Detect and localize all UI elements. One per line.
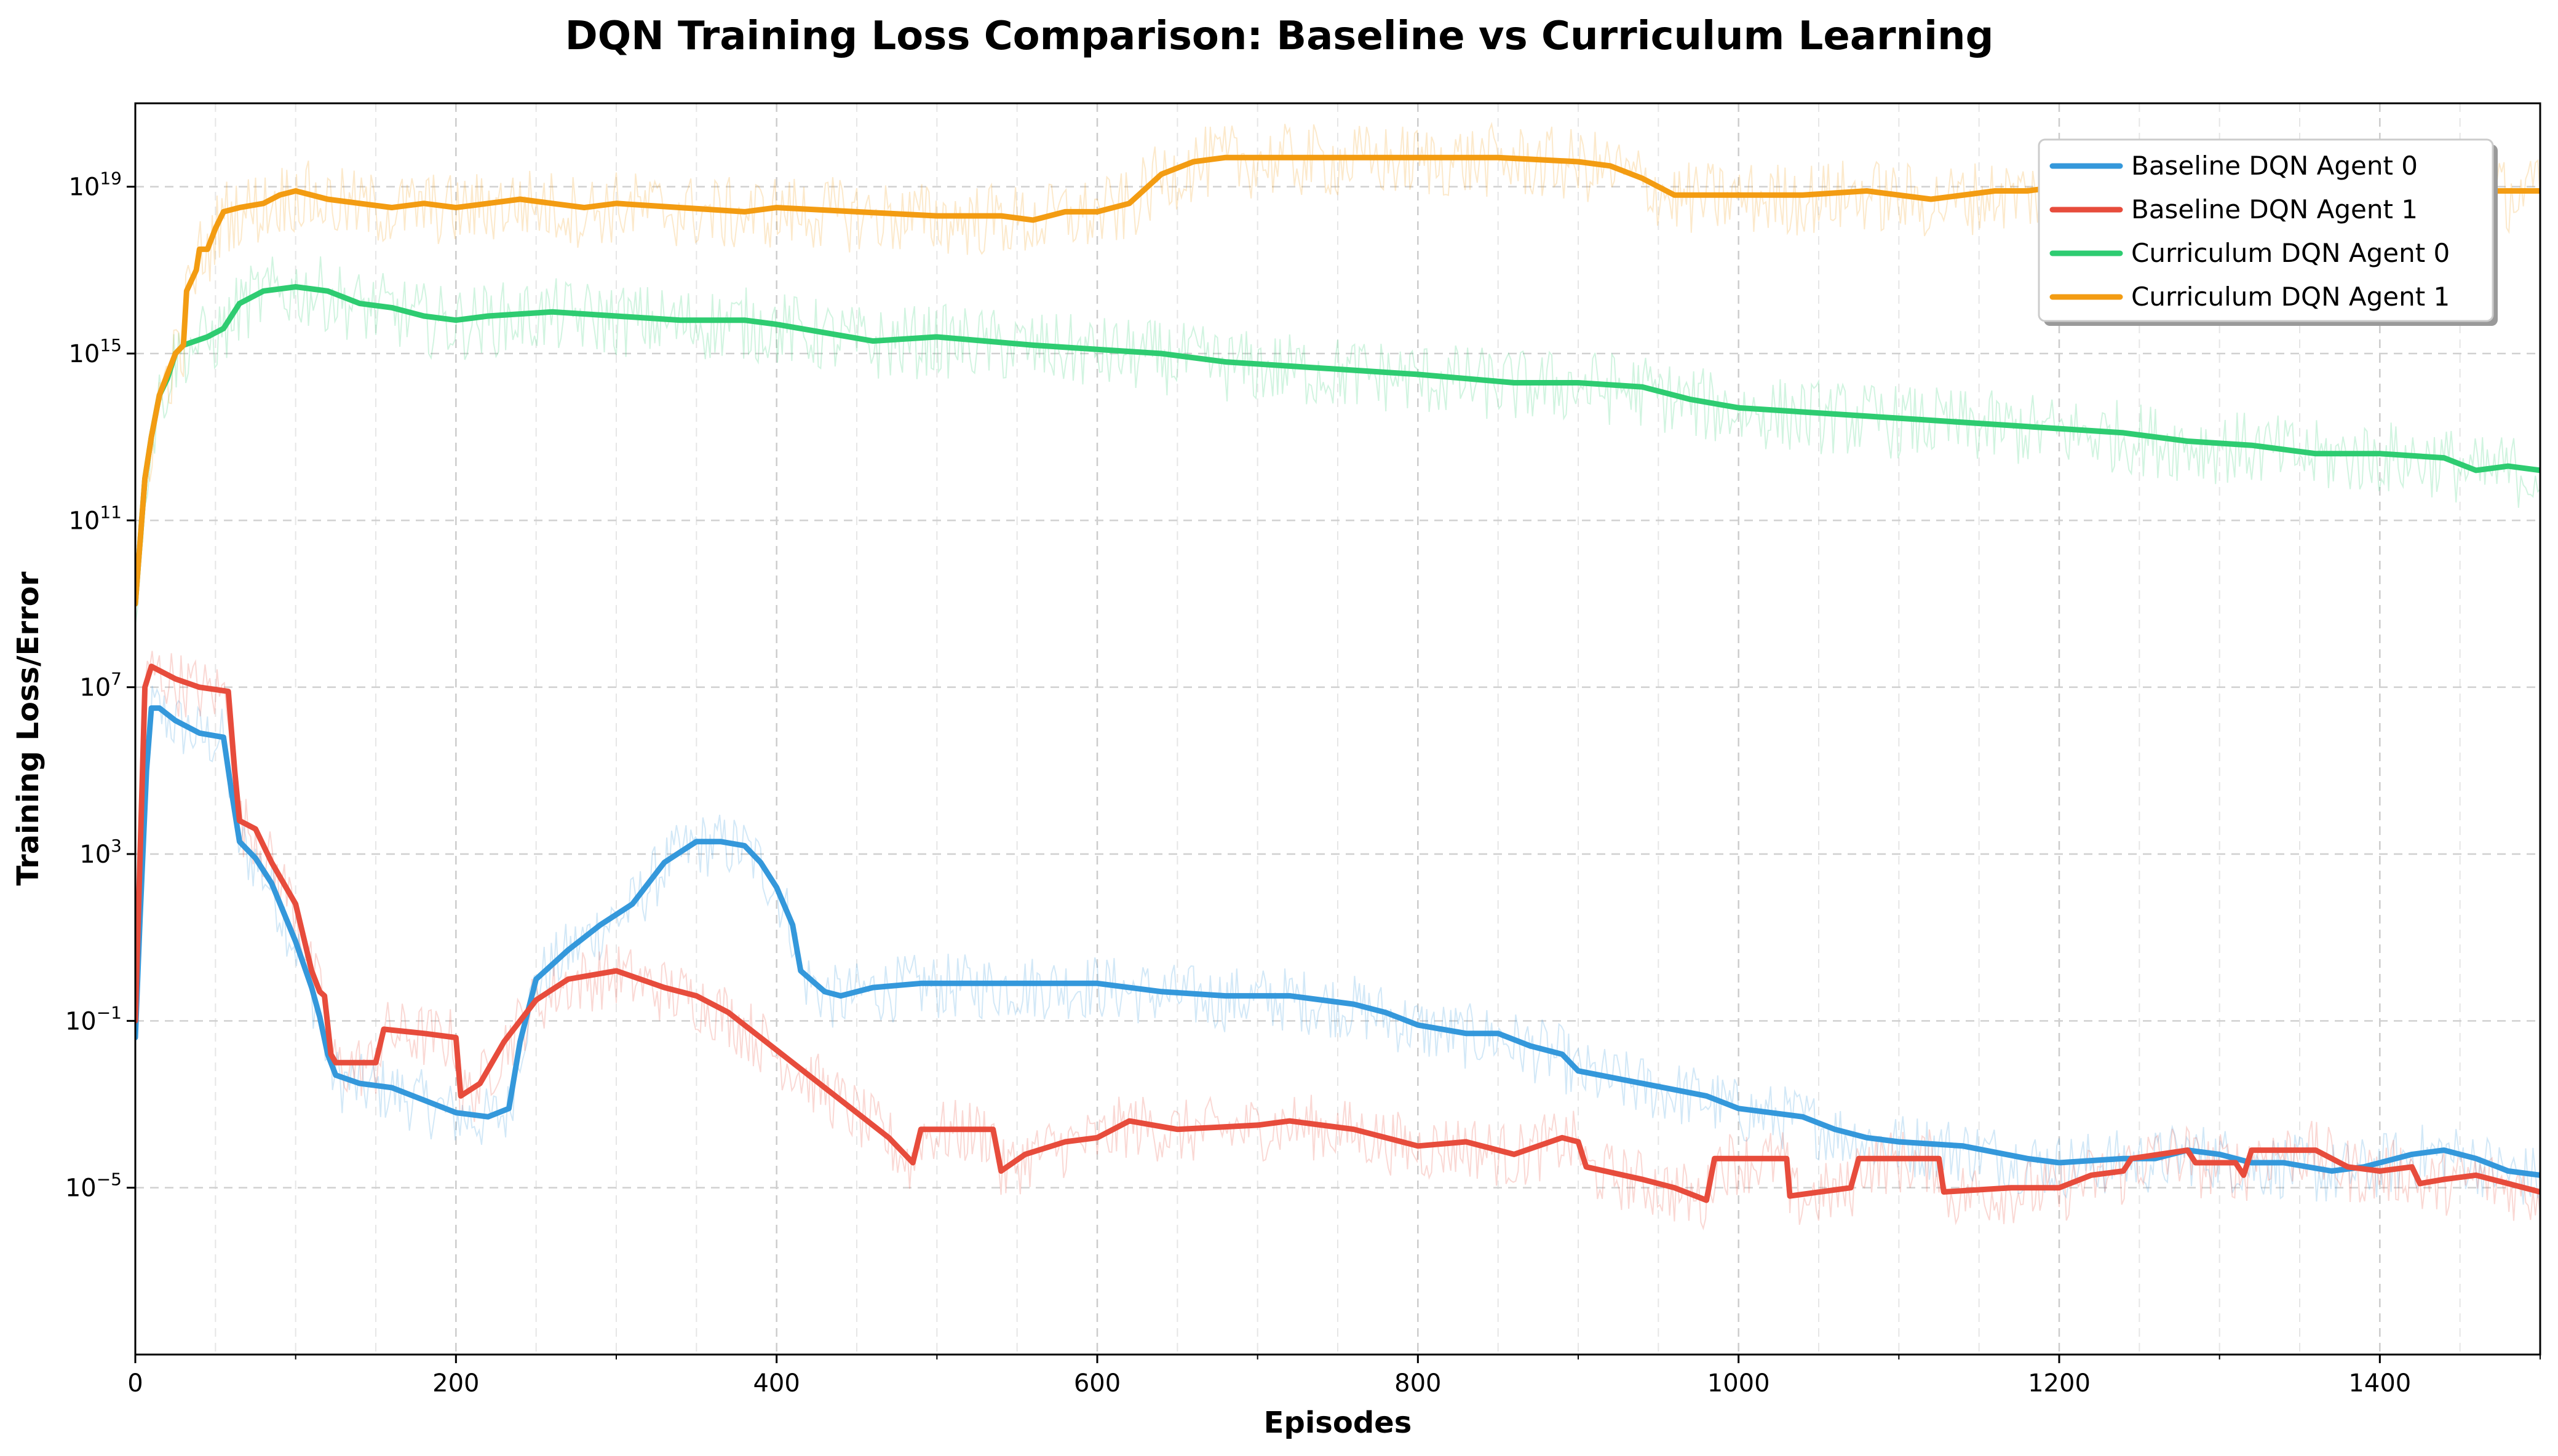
legend-label-3: Curriculum DQN Agent 0 [2131,238,2450,268]
x-axis-label: Episodes [1264,1406,1412,1440]
grid-layer [134,103,2541,1355]
x-tick-label: 1200 [2028,1369,2091,1398]
x-tick-label: 400 [753,1369,800,1398]
legend-box [2038,138,2494,322]
x-tick-label: 1400 [2348,1369,2411,1398]
x-tick-label: 600 [1074,1369,1121,1398]
chart-title: DQN Training Loss Comparison: Baseline v… [565,14,1994,59]
x-tick-label: 200 [432,1369,479,1398]
series-line-3 [135,284,2540,607]
series-line-1 [135,705,2540,1178]
x-tick-label: 800 [1394,1369,1441,1398]
y-tick-label: 1019 [68,168,122,202]
series-line-2 [135,663,2540,1203]
y-tick-label: 1015 [68,335,122,368]
series-layer [135,154,2540,1203]
series-line-4 [135,154,2540,607]
legend-label-4: Curriculum DQN Agent 1 [2131,282,2450,312]
legend-label-2: Baseline DQN Agent 1 [2131,194,2418,224]
x-tick-label: 1000 [1707,1369,1770,1398]
y-tick-label: 10−5 [65,1169,122,1203]
legend-label-1: Baseline DQN Agent 0 [2131,151,2418,181]
x-tick-label: 0 [127,1369,143,1398]
y-tick-label: 103 [79,836,122,869]
x-axis: 0 200 400 600 800 1000 1200 1400 [127,1355,2541,1398]
y-tick-label: 10−1 [65,1002,122,1035]
y-axis-label: Training Loss/Error [11,571,46,885]
legend: Baseline DQN Agent 0 Baseline DQN Agent 1… [2038,138,2498,326]
y-axis: 10−5 10−1 103 107 1011 1015 1019 [65,168,135,1203]
y-tick-label: 107 [79,669,122,702]
y-tick-label: 1011 [68,502,122,535]
plot-frame [134,102,2541,1356]
